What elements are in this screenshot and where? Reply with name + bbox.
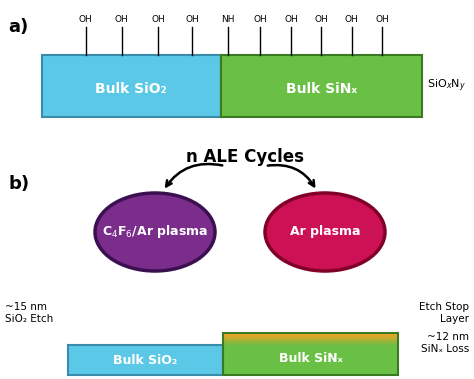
Text: OH: OH xyxy=(185,15,199,24)
Bar xyxy=(223,343,398,344)
Bar xyxy=(223,343,398,344)
Text: Bulk SiO₂: Bulk SiO₂ xyxy=(95,82,167,96)
Text: OH: OH xyxy=(151,15,165,24)
Text: a): a) xyxy=(8,18,28,36)
Bar xyxy=(68,345,223,375)
Text: C$_4$F$_6$/Ar plasma: C$_4$F$_6$/Ar plasma xyxy=(102,224,208,241)
Bar xyxy=(223,340,398,341)
Ellipse shape xyxy=(95,193,215,271)
Text: n ALE Cycles: n ALE Cycles xyxy=(186,148,304,166)
Bar xyxy=(223,337,398,338)
Text: OH: OH xyxy=(345,15,358,24)
Bar xyxy=(223,335,398,337)
Text: Bulk SiO₂: Bulk SiO₂ xyxy=(113,354,178,366)
Bar xyxy=(223,341,398,342)
Text: OH: OH xyxy=(79,15,92,24)
Bar xyxy=(223,342,398,343)
Text: Bulk SiNₓ: Bulk SiNₓ xyxy=(286,82,357,96)
Bar xyxy=(42,55,220,117)
Bar xyxy=(223,341,398,343)
Text: Bulk SiNₓ: Bulk SiNₓ xyxy=(279,352,342,365)
Text: OH: OH xyxy=(115,15,128,24)
Bar xyxy=(223,333,398,375)
Ellipse shape xyxy=(265,193,385,271)
Bar xyxy=(223,337,398,338)
Bar xyxy=(223,340,398,341)
Text: OH: OH xyxy=(375,15,389,24)
Text: NH: NH xyxy=(221,15,235,24)
Text: ~15 nm
SiO₂ Etch: ~15 nm SiO₂ Etch xyxy=(5,302,53,324)
Bar xyxy=(223,344,398,345)
Text: OH: OH xyxy=(314,15,328,24)
Text: Ar plasma: Ar plasma xyxy=(290,226,360,238)
Bar xyxy=(223,345,398,346)
Bar xyxy=(223,333,398,334)
Bar xyxy=(220,55,422,117)
Text: Etch Stop
Layer: Etch Stop Layer xyxy=(419,302,469,324)
Bar xyxy=(223,338,398,340)
Bar xyxy=(223,335,398,336)
Text: ~12 nm
SiNₓ Loss: ~12 nm SiNₓ Loss xyxy=(421,332,469,354)
Text: SiO$_x$N$_y$: SiO$_x$N$_y$ xyxy=(427,78,466,94)
Bar xyxy=(223,339,398,340)
Bar xyxy=(223,334,398,335)
Text: OH: OH xyxy=(284,15,298,24)
Text: OH: OH xyxy=(254,15,267,24)
Bar xyxy=(223,334,398,335)
Bar xyxy=(223,341,398,375)
Bar xyxy=(223,338,398,339)
Text: b): b) xyxy=(8,175,29,193)
Bar xyxy=(223,336,398,337)
